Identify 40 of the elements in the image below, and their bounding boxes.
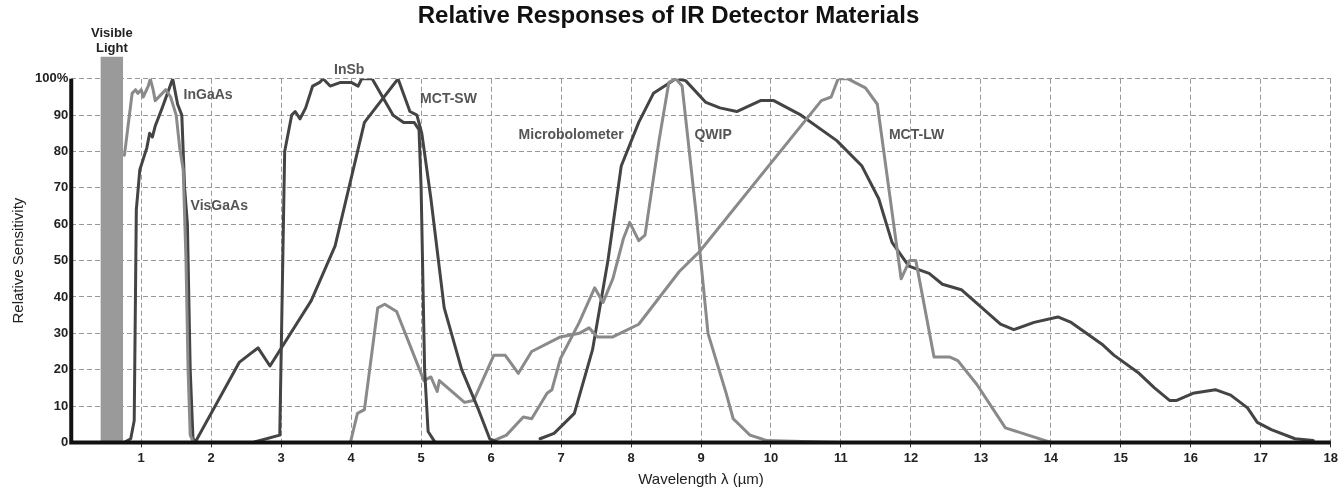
x-tick-label: 2 xyxy=(207,449,215,465)
x-tick-label: 3 xyxy=(277,449,285,465)
y-tick-label: 50 xyxy=(53,252,69,268)
y-tick-label: 60 xyxy=(53,215,69,231)
x-tick-label: 1 xyxy=(137,449,145,465)
y-tick-label: 70 xyxy=(53,179,69,195)
chart-title: Relative Responses of IR Detector Materials xyxy=(417,1,920,29)
y-tick-label: 80 xyxy=(53,143,69,159)
x-tick-label: 18 xyxy=(1323,449,1338,465)
y-tick-label: 0 xyxy=(61,433,69,449)
y-tick-label: 40 xyxy=(53,288,69,304)
x-tick-label: 9 xyxy=(697,449,705,465)
annotation: QWIP xyxy=(694,126,732,143)
x-tick-label: 4 xyxy=(347,449,356,465)
y-tick-label: 90 xyxy=(53,106,69,122)
annotation: MCT-SW xyxy=(420,89,478,106)
x-tick-label: 12 xyxy=(903,449,919,465)
x-tick-label: 7 xyxy=(557,449,565,465)
x-tick-label: 15 xyxy=(1113,449,1129,465)
annotation: InGaAs xyxy=(183,86,233,103)
band-label: Visible Light xyxy=(90,24,133,55)
x-tick-label: 14 xyxy=(1043,449,1059,465)
y-tick-label: 30 xyxy=(53,324,69,340)
x-tick-label: 10 xyxy=(763,449,779,465)
x-axis-title: Wavelength λ (µm) xyxy=(638,470,764,488)
x-tick-label: 11 xyxy=(834,449,848,465)
x-tick-label: 5 xyxy=(417,449,425,465)
annotation: VisGaAs xyxy=(190,197,249,214)
x-tick-label: 8 xyxy=(627,449,635,465)
x-tick-label: 16 xyxy=(1183,449,1199,465)
x-tick-label: 17 xyxy=(1253,449,1269,465)
x-tick-label: 6 xyxy=(487,449,495,465)
y-tick-label: 10 xyxy=(53,397,69,413)
annotation: InSb xyxy=(334,60,365,77)
annotation: MCT-LW xyxy=(888,126,945,143)
y-tick-label: 100% xyxy=(35,70,69,86)
annotation: Microbolometer xyxy=(518,126,625,143)
x-tick-label: 13 xyxy=(973,449,989,465)
y-axis-title: Relative Sensitivity xyxy=(9,197,27,324)
y-tick-label: 20 xyxy=(53,361,69,377)
